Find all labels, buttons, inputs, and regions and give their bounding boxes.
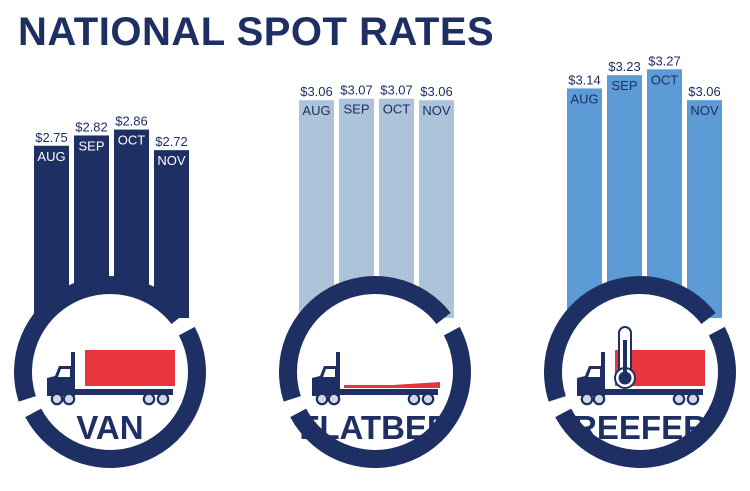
truck-window	[323, 369, 335, 377]
month-label: SEP	[611, 78, 637, 93]
month-label: NOV	[422, 103, 451, 118]
month-label: OCT	[118, 133, 146, 148]
wheel	[407, 392, 421, 406]
month-label: AUG	[302, 103, 330, 118]
value-label: $3.07	[380, 83, 413, 98]
reefer-truck-icon	[577, 326, 705, 406]
truck-chassis	[338, 389, 438, 395]
month-label: OCT	[383, 102, 411, 117]
value-label: $2.82	[75, 119, 108, 134]
ring-arc-right	[279, 276, 451, 402]
value-label: $3.06	[688, 84, 721, 99]
month-label: NOV	[157, 153, 186, 168]
bar-reefer-oct	[647, 69, 682, 318]
month-label: NOV	[690, 103, 719, 118]
ring-arc-right	[544, 276, 716, 402]
ring-center	[296, 293, 454, 451]
bar-reefer-aug	[567, 88, 602, 318]
wheel	[580, 392, 594, 406]
category-label: VAN	[76, 409, 143, 446]
bar-reefer-nov	[687, 100, 722, 319]
ring-flatbed: FLATBED	[279, 276, 471, 468]
bar-flatbed-aug	[299, 100, 334, 319]
ring-reefer: REEFER	[544, 276, 736, 468]
category-label: FLATBED	[299, 409, 451, 446]
truck-window	[588, 369, 600, 377]
value-label: $3.27	[648, 53, 681, 68]
trailer-box	[85, 350, 175, 386]
wheel	[62, 392, 76, 406]
truck-chassis	[603, 389, 703, 395]
truck-window	[58, 369, 70, 377]
value-label: $3.07	[340, 83, 373, 98]
van-truck-icon	[47, 350, 175, 406]
truck-chassis	[73, 389, 173, 395]
thermometer-mercury	[623, 340, 627, 378]
value-label: $2.86	[115, 114, 148, 129]
wheel	[142, 392, 156, 406]
flatbed-deck-line	[344, 385, 440, 388]
ring-van: VAN	[14, 276, 206, 468]
value-label: $3.06	[300, 84, 333, 99]
ring-arc-right	[14, 276, 186, 402]
ring-arc-left	[555, 326, 736, 468]
thermometer-icon	[614, 326, 636, 389]
chart-title: NATIONAL SPOT RATES	[18, 10, 495, 54]
month-label: OCT	[651, 72, 679, 87]
value-label: $3.14	[568, 72, 601, 87]
value-label: $3.23	[608, 59, 641, 74]
wheel	[686, 392, 700, 406]
rings-layer: VAN FLATBED REEFER	[14, 276, 736, 468]
bar-group-flatbed: $3.06 AUG $3.07 SEP $3.07 OCT $3.06 NOV	[299, 83, 454, 319]
wheel	[50, 392, 64, 406]
wheel	[315, 392, 329, 406]
wheel	[327, 392, 341, 406]
exhaust-stack	[71, 352, 75, 396]
month-label: AUG	[570, 91, 598, 106]
exhaust-stack	[336, 352, 340, 396]
value-label: $3.06	[420, 84, 453, 99]
month-label: SEP	[78, 138, 104, 153]
ring-arc-left	[25, 326, 206, 468]
value-label: $2.75	[35, 130, 68, 145]
ring-arc-left	[290, 326, 471, 468]
flatbed-truck-icon	[312, 352, 440, 406]
wheel	[672, 392, 686, 406]
category-label: REEFER	[573, 409, 707, 446]
exhaust-stack	[601, 352, 605, 396]
wheel	[592, 392, 606, 406]
wheel	[156, 392, 170, 406]
wheel	[421, 392, 435, 406]
month-label: SEP	[343, 102, 369, 117]
value-label: $2.72	[155, 134, 188, 149]
bar-flatbed-nov	[419, 100, 454, 319]
month-label: AUG	[37, 149, 65, 164]
